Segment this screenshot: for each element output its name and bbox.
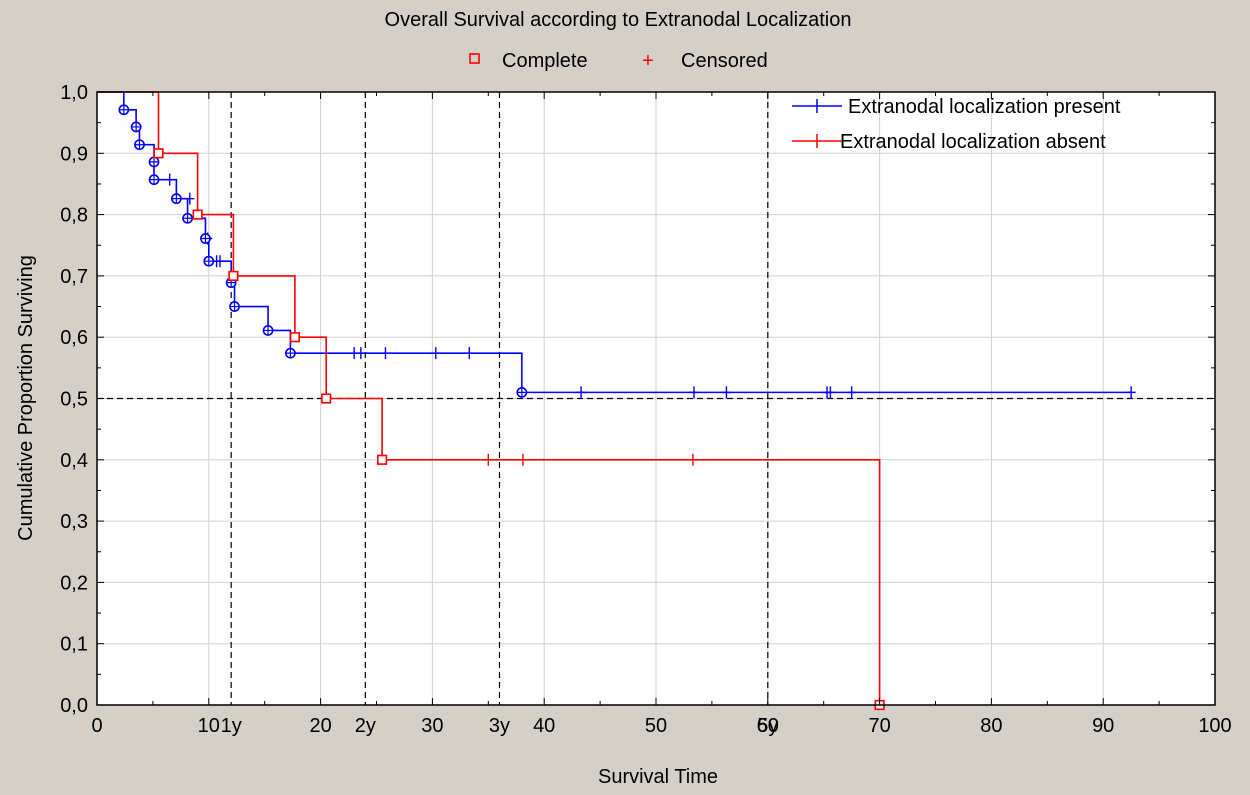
complete-marker-cross (171, 194, 181, 204)
complete-marker-cross (263, 325, 273, 336)
censored-marker (356, 347, 366, 360)
x-tick-label: 80 (980, 715, 1002, 737)
chart-title: Overall Survival according to Extranodal… (385, 9, 852, 31)
complete-marker-cross (200, 233, 211, 244)
x-tick-label: 60 (757, 715, 779, 737)
complete-marker (153, 148, 164, 159)
complete-marker (321, 393, 332, 404)
y-tick-label: 0,8 (60, 205, 88, 227)
complete-legend-label: Complete (502, 50, 588, 72)
complete-marker-cross (204, 256, 214, 266)
complete-marker-cross (285, 348, 296, 358)
x-tick-label: 100 (1198, 715, 1231, 737)
censored-marker (483, 453, 493, 466)
x-tick-label: 90 (1092, 715, 1114, 737)
marker-legend: Complete + Censored (469, 50, 768, 72)
x-extra-tick-label: 5y (757, 715, 778, 737)
y-axis-label: Cumulative Proportion Surviving (15, 255, 37, 541)
x-extra-tick-label: 3y (489, 715, 510, 737)
x-tick-label: 0 (91, 715, 102, 737)
x-axis-label: Survival Time (598, 766, 718, 788)
y-tick-label: 0,2 (60, 572, 88, 594)
complete-marker-cross (149, 157, 159, 167)
series-layer (97, 91, 1136, 711)
censored-marker (165, 173, 175, 186)
censored-marker (688, 453, 698, 466)
complete-marker-cross (134, 140, 145, 150)
complete-marker-cross (182, 213, 193, 223)
censored-marker (431, 347, 441, 360)
reference-lines (97, 92, 1215, 705)
x-tick-label: 30 (421, 715, 443, 737)
x-tick-label: 40 (533, 715, 555, 737)
censored-marker (689, 386, 699, 399)
complete-marker (192, 209, 203, 220)
y-tick-label: 0,7 (60, 266, 88, 288)
censored-marker (847, 386, 857, 399)
censored-marker (1126, 386, 1136, 399)
y-tick-label: 1,0 (60, 82, 88, 104)
y-tick-label: 0,4 (60, 450, 88, 472)
x-tick-label: 70 (868, 715, 890, 737)
censored-marker (215, 255, 225, 268)
y-tick-label: 0,5 (60, 389, 88, 411)
x-tick-label: 50 (645, 715, 667, 737)
censored-marker (576, 386, 586, 399)
y-tick-label: 0,6 (60, 327, 88, 349)
series-legend: Extranodal localization present Extranod… (792, 96, 1121, 153)
censored-legend-marker: + (642, 50, 654, 72)
complete-marker-cross (149, 175, 159, 185)
complete-legend-marker (469, 53, 480, 64)
y-tick-label: 0,9 (60, 143, 88, 165)
censored-legend-label: Censored (681, 50, 768, 72)
x-extra-tick-label: 2y (355, 715, 376, 737)
series-extranodal-localization-present (97, 91, 1136, 399)
censored-marker (518, 453, 528, 466)
axes: 0 10 20 30 40 50 60 70 80 90 100 1y 2y 3y 5y 0,0 0,1 0,2 0… (60, 82, 1232, 737)
censored-marker (464, 347, 474, 360)
y-tick-label: 0,3 (60, 511, 88, 533)
complete-marker-cross (119, 105, 129, 115)
censored-marker (380, 347, 390, 360)
x-tick-label: 10 (198, 715, 220, 737)
censored-marker (721, 386, 731, 399)
complete-marker-cross (229, 301, 240, 312)
legend-label-present: Extranodal localization present (848, 96, 1121, 118)
x-tick-label: 20 (309, 715, 331, 737)
grid (97, 92, 1215, 705)
complete-marker (289, 332, 300, 343)
complete-marker-cross (131, 122, 141, 132)
survival-curve-extranodal-localization-absent (97, 91, 881, 705)
complete-marker (228, 270, 239, 282)
y-tick-label: 0,0 (60, 695, 88, 717)
x-extra-tick-label: 1y (221, 715, 242, 737)
censored-marker (825, 386, 835, 399)
legend-label-absent: Extranodal localization absent (840, 131, 1106, 153)
censored-marker (185, 192, 195, 205)
y-tick-label: 0,1 (60, 634, 88, 656)
complete-marker-cross (517, 387, 527, 397)
complete-marker (376, 454, 388, 465)
